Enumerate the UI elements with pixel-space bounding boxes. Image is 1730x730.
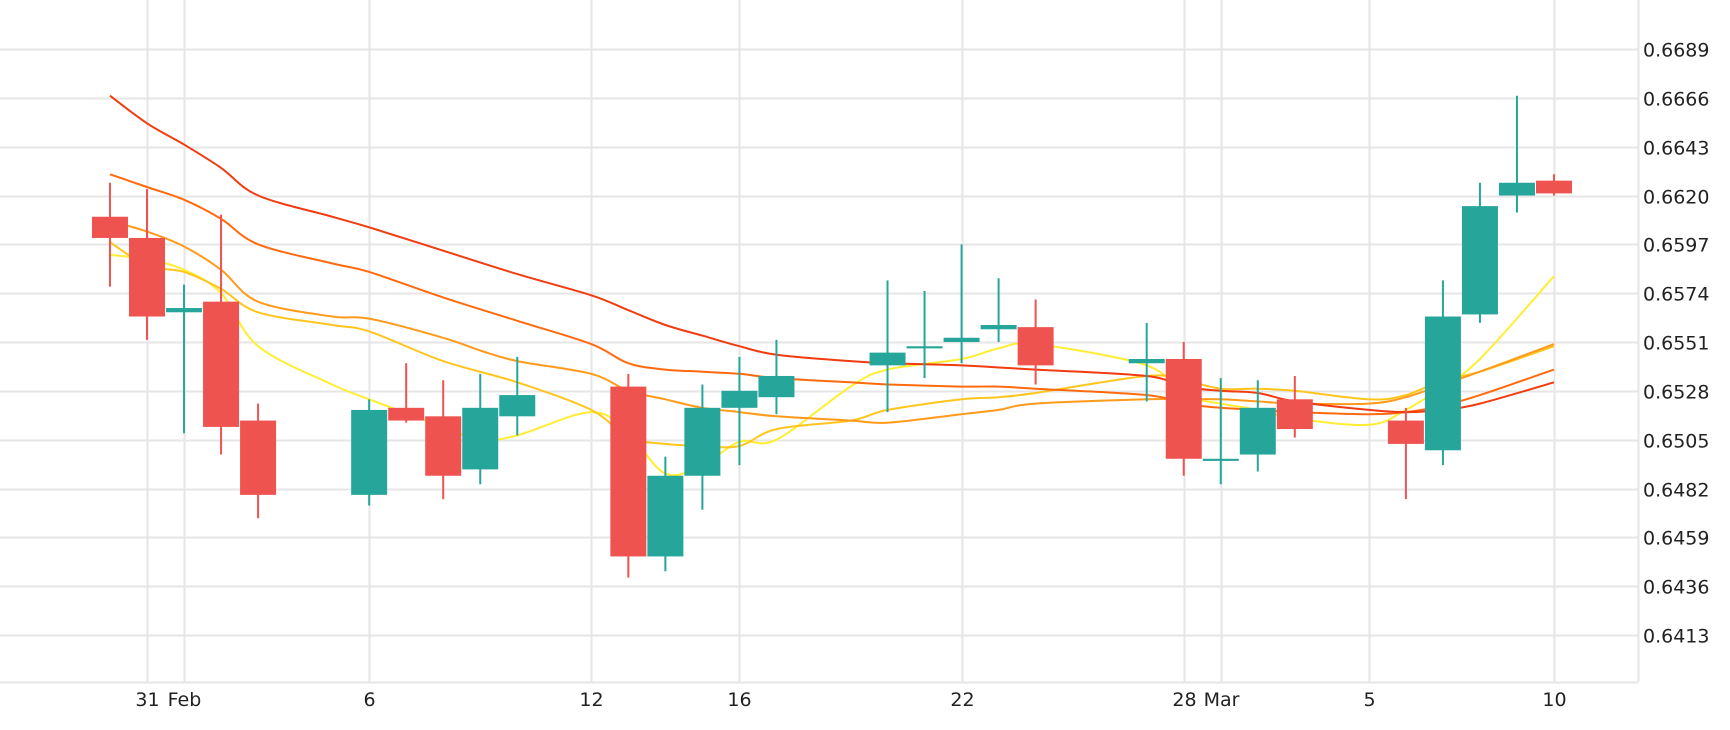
candle-up [943,244,980,364]
candle-down [240,403,277,519]
y-tick-label: 0.6413 [1643,626,1709,648]
y-tick-label: 0.6436 [1643,577,1709,599]
candle-body [129,237,165,317]
candle-body [906,346,943,349]
x-tick-label: Feb [168,689,202,711]
candle-body [869,352,906,366]
moving-average-line-1 [109,253,1555,477]
candle-body [721,390,758,408]
x-tick-label: 28 [1172,689,1196,711]
candle-up [351,399,388,506]
y-tick-label: 0.6597 [1643,235,1709,257]
y-tick-label: 0.6689 [1643,40,1709,62]
grid [0,0,1638,682]
y-tick-label: 0.6666 [1643,89,1709,111]
candle-up [647,456,684,572]
candle-body [1239,407,1276,455]
moving-average-lines [109,94,1555,477]
candle-body [499,395,536,417]
candle-up [1498,95,1535,213]
moving-average-line-5 [109,94,1555,414]
candle-up [758,339,795,415]
candle-body [1498,182,1535,196]
candle-body [1424,316,1461,451]
candle-up [499,356,536,436]
candle-up [1128,322,1165,402]
candle-up [1424,280,1461,466]
candle-body [684,407,721,476]
x-tick-label: 6 [363,689,375,711]
candle-body [462,407,499,470]
candle-down [1017,299,1054,385]
candle-down [425,380,462,500]
candle-up [1461,182,1498,323]
y-tick-label: 0.6643 [1643,138,1709,160]
y-tick-label: 0.6482 [1643,480,1709,502]
axes [0,0,1640,684]
candle-down [1387,407,1424,500]
candle-body [91,216,128,238]
candle-up [1202,378,1239,485]
x-tick-label: 31 [135,689,159,711]
x-tick-label: 10 [1542,689,1566,711]
candle-body [1128,358,1165,364]
candle-up [869,280,906,413]
candle-up [980,278,1017,342]
x-tick-label: 16 [727,689,751,711]
candle-up [1239,380,1276,472]
candle-body [980,325,1017,330]
candle-body [388,407,425,421]
x-tick-label: 12 [579,689,603,711]
candle-body [240,420,277,495]
candle-down [91,182,128,287]
candle-down [1165,342,1202,476]
candle-down [1536,174,1572,196]
x-tick-label: Mar [1204,689,1240,711]
candle-body [425,416,462,476]
candle-body [1461,206,1498,315]
y-tick-label: 0.6528 [1643,382,1709,404]
candle-up [906,291,943,379]
x-axis-tick-labels: 31 Feb 6 12 16 22 28 Mar 5 10 [135,689,1566,711]
candle-up [462,373,499,485]
candle-body [203,301,240,427]
candle-down [388,363,425,423]
candle-body [1017,327,1054,366]
candle-body [1165,358,1202,459]
y-tick-label: 0.6551 [1643,333,1709,355]
candle-body [1202,458,1239,461]
candle-body [1536,180,1572,194]
candle-up [166,284,203,434]
candle-body [647,475,684,557]
candle-down [1276,375,1313,438]
candles [91,95,1572,578]
y-tick-label: 0.6505 [1643,431,1709,453]
candle-body [758,375,795,398]
y-tick-label: 0.6459 [1643,528,1709,550]
candle-up [684,384,721,510]
candle-body [1276,399,1313,430]
candle-body [351,409,388,495]
candle-body [943,337,980,342]
moving-average-line-3 [109,220,1555,424]
y-tick-label: 0.6620 [1643,187,1709,209]
candle-body [1387,420,1424,444]
y-tick-label: 0.6574 [1643,284,1709,306]
x-tick-label: 5 [1363,689,1375,711]
candle-down [610,373,647,578]
y-axis-tick-labels: 0.6689 0.6666 0.6643 0.6620 0.6597 0.6574 0.65… [1643,40,1709,648]
moving-average-line-2 [109,241,1555,449]
x-tick-label: 22 [950,689,974,711]
candle-up [721,356,758,466]
candle-body [166,308,203,313]
candle-down [203,214,240,455]
candle-down [129,189,165,340]
candle-body [610,386,647,557]
